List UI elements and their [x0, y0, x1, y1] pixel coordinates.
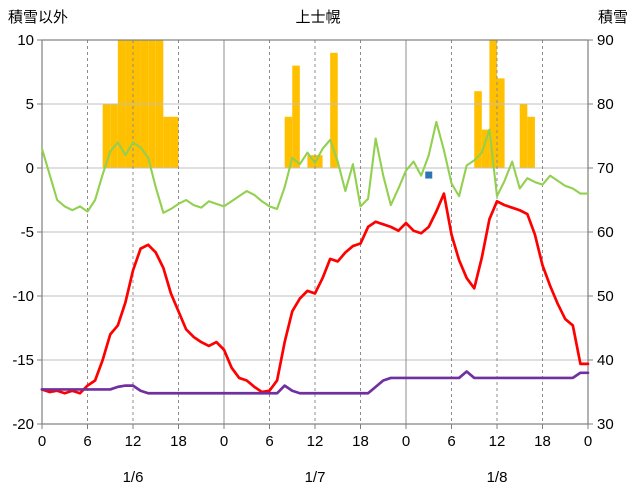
- svg-text:0: 0: [220, 433, 228, 450]
- red-line: [40, 192, 590, 395]
- svg-text:-10: -10: [12, 288, 34, 305]
- svg-text:0: 0: [584, 433, 592, 450]
- svg-text:0: 0: [402, 433, 410, 450]
- svg-text:1/6: 1/6: [123, 469, 144, 486]
- gridlines: [42, 40, 588, 424]
- svg-text:18: 18: [170, 433, 187, 450]
- svg-text:60: 60: [597, 224, 614, 241]
- blue-point-marker: [425, 171, 433, 179]
- green-line: [40, 120, 590, 214]
- svg-text:70: 70: [597, 160, 614, 177]
- svg-text:-20: -20: [12, 416, 34, 433]
- svg-text:6: 6: [83, 433, 91, 450]
- svg-text:80: 80: [597, 96, 614, 113]
- chart-title: 上士幌: [295, 9, 341, 26]
- svg-text:-5: -5: [21, 224, 34, 241]
- svg-text:40: 40: [597, 352, 614, 369]
- svg-text:50: 50: [597, 288, 614, 305]
- svg-text:10: 10: [17, 32, 34, 49]
- axis-labels: [37, 39, 593, 429]
- svg-text:1/8: 1/8: [487, 469, 508, 486]
- left-axis-title: 積雪以外: [8, 9, 69, 26]
- svg-text:30: 30: [597, 416, 614, 433]
- svg-text:12: 12: [125, 433, 142, 450]
- svg-text:18: 18: [534, 433, 551, 450]
- svg-text:12: 12: [489, 433, 506, 450]
- svg-text:0: 0: [26, 160, 34, 177]
- svg-text:5: 5: [26, 96, 34, 113]
- svg-text:0: 0: [38, 433, 46, 450]
- svg-text:18: 18: [352, 433, 369, 450]
- right-axis-title: 積雪: [597, 9, 628, 26]
- svg-text:6: 6: [265, 433, 273, 450]
- svg-text:6: 6: [447, 433, 455, 450]
- svg-text:90: 90: [597, 32, 614, 49]
- svg-text:12: 12: [307, 433, 324, 450]
- svg-text:-15: -15: [12, 352, 34, 369]
- svg-text:1/7: 1/7: [305, 469, 326, 486]
- purple-line: [40, 370, 590, 395]
